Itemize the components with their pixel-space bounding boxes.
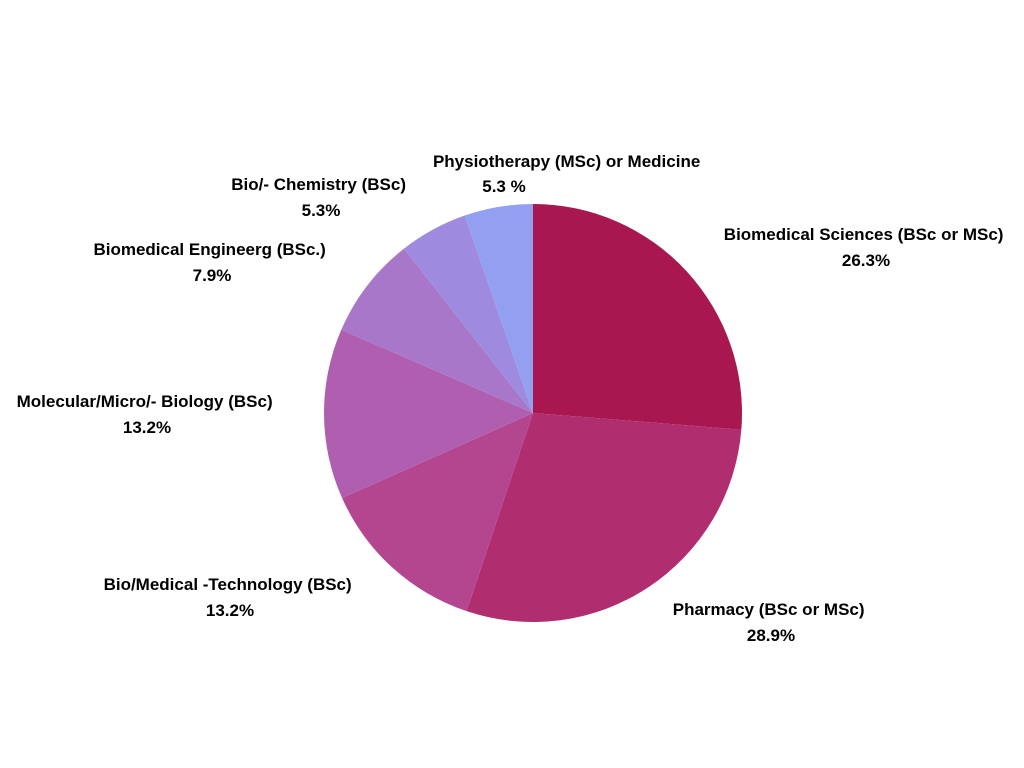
label-pharmacy-name: Pharmacy (BSc or MSc) [673, 600, 865, 619]
label-bio-chemistry: Bio/- Chemistry (BSc) 5.3% [231, 175, 410, 220]
label-biomedical-sciences-name: Biomedical Sciences (BSc or MSc) [724, 225, 1004, 244]
slice-bio-chemistry [403, 215, 533, 413]
label-physiotherapy-medicine-value: 5.3 % [482, 177, 525, 196]
slice-physiotherapy-medicine [464, 204, 533, 413]
slice-bio-medical-technology [342, 413, 533, 612]
label-biomedical-engineering: Biomedical Engineerg (BSc.) 7.9% [93, 240, 330, 285]
label-biomedical-engineering-name: Biomedical Engineerg (BSc.) [93, 240, 325, 259]
label-bio-medical-technology-value: 13.2% [206, 601, 254, 620]
slice-biomedical-sciences [533, 204, 742, 430]
label-bio-chemistry-value: 5.3% [302, 201, 341, 220]
label-bio-chemistry-name: Bio/- Chemistry (BSc) [231, 175, 406, 194]
label-pharmacy-value: 28.9% [747, 626, 795, 645]
slice-pharmacy [466, 413, 742, 622]
pie-labels: Biomedical Sciences (BSc or MSc) 26.3% P… [17, 152, 1008, 645]
label-molecular-biology: Molecular/Micro/- Biology (BSc) 13.2% [17, 392, 278, 437]
label-pharmacy: Pharmacy (BSc or MSc) 28.9% [673, 600, 870, 645]
label-bio-medical-technology-name: Bio/Medical -Technology (BSc) [104, 575, 352, 594]
label-physiotherapy-medicine-name: Physiotherapy (MSc) or Medicine [433, 152, 700, 171]
label-physiotherapy-medicine: Physiotherapy (MSc) or Medicine 5.3 % [433, 152, 705, 196]
label-molecular-biology-value: 13.2% [123, 418, 171, 437]
slice-molecular-biology [324, 329, 533, 499]
label-biomedical-sciences: Biomedical Sciences (BSc or MSc) 26.3% [724, 225, 1008, 270]
slice-biomedical-engineering [341, 248, 533, 413]
pie-slices [324, 204, 742, 622]
label-molecular-biology-name: Molecular/Micro/- Biology (BSc) [17, 392, 273, 411]
label-biomedical-sciences-value: 26.3% [842, 251, 890, 270]
label-biomedical-engineering-value: 7.9% [193, 266, 232, 285]
label-bio-medical-technology: Bio/Medical -Technology (BSc) 13.2% [104, 575, 357, 620]
